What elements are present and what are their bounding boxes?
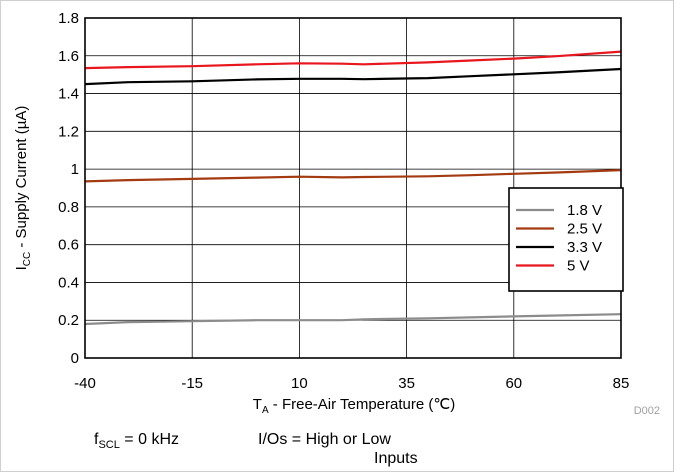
y-axis-label: ICC - Supply Current (µA) <box>13 106 33 271</box>
x-tick-label: -40 <box>74 375 96 392</box>
fscl-note: fSCL = 0 kHz <box>94 431 179 451</box>
legend: 1.8 V 2.5 V3.3 V 5 V <box>508 187 624 292</box>
series-line-5-v <box>84 50 622 70</box>
legend-label: 5 V <box>567 258 590 275</box>
series-lines <box>84 50 622 326</box>
legend-label: 2.5 V <box>567 221 602 238</box>
x-axis-label-rest: - Free-Air Temperature (℃) <box>269 396 456 413</box>
y-axis-label-main: I <box>13 266 30 270</box>
fscl-rest: = 0 kHz <box>119 431 179 448</box>
y-tick-label: 0.2 <box>58 312 79 329</box>
x-tick-label: -15 <box>181 375 203 392</box>
x-axis-label-main: T <box>253 396 262 413</box>
series-line-3-3-v <box>84 67 622 86</box>
x-tick-label: 35 <box>398 375 415 392</box>
x-tick-label: 10 <box>291 375 308 392</box>
y-axis-label-rest: - Supply Current (µA) <box>13 106 30 252</box>
io-note-line2: Inputs <box>374 450 418 467</box>
y-tick-labels: 0 0.2 0.4 0.6 0.8 1 1.2 1.4 1.6 1.8 <box>58 10 79 367</box>
fscl-sub: SCL <box>98 439 120 452</box>
legend-box <box>508 187 624 292</box>
y-tick-label: 0.4 <box>58 274 79 291</box>
x-tick-labels: -40 -15 10 35 60 85 <box>74 375 629 392</box>
fscl-main: f <box>94 431 99 448</box>
figure-id: D002 <box>634 405 660 417</box>
y-tick-label: 1.6 <box>58 48 79 65</box>
y-tick-label: 0.6 <box>58 237 79 254</box>
y-tick-label: 1 <box>71 161 79 178</box>
legend-label: 3.3 V <box>567 239 602 256</box>
x-axis-label: TA - Free-Air Temperature (℃) <box>253 396 455 416</box>
series-line-1-8-v <box>84 313 622 326</box>
legend-label: 1.8 V <box>567 202 602 219</box>
x-tick-label: 60 <box>505 375 522 392</box>
io-note-line1: I/Os = High or Low <box>258 431 391 448</box>
y-tick-label: 0 <box>71 350 79 367</box>
x-axis-label-sub: A <box>262 405 269 416</box>
series-line-2-5-v <box>84 169 622 183</box>
y-tick-label: 1.4 <box>58 86 79 103</box>
x-tick-label: 85 <box>613 375 630 392</box>
y-tick-label: 1.8 <box>58 10 79 27</box>
y-tick-label: 1.2 <box>58 123 79 140</box>
y-axis-label-sub: CC <box>22 252 33 266</box>
y-tick-label: 0.8 <box>58 199 79 216</box>
